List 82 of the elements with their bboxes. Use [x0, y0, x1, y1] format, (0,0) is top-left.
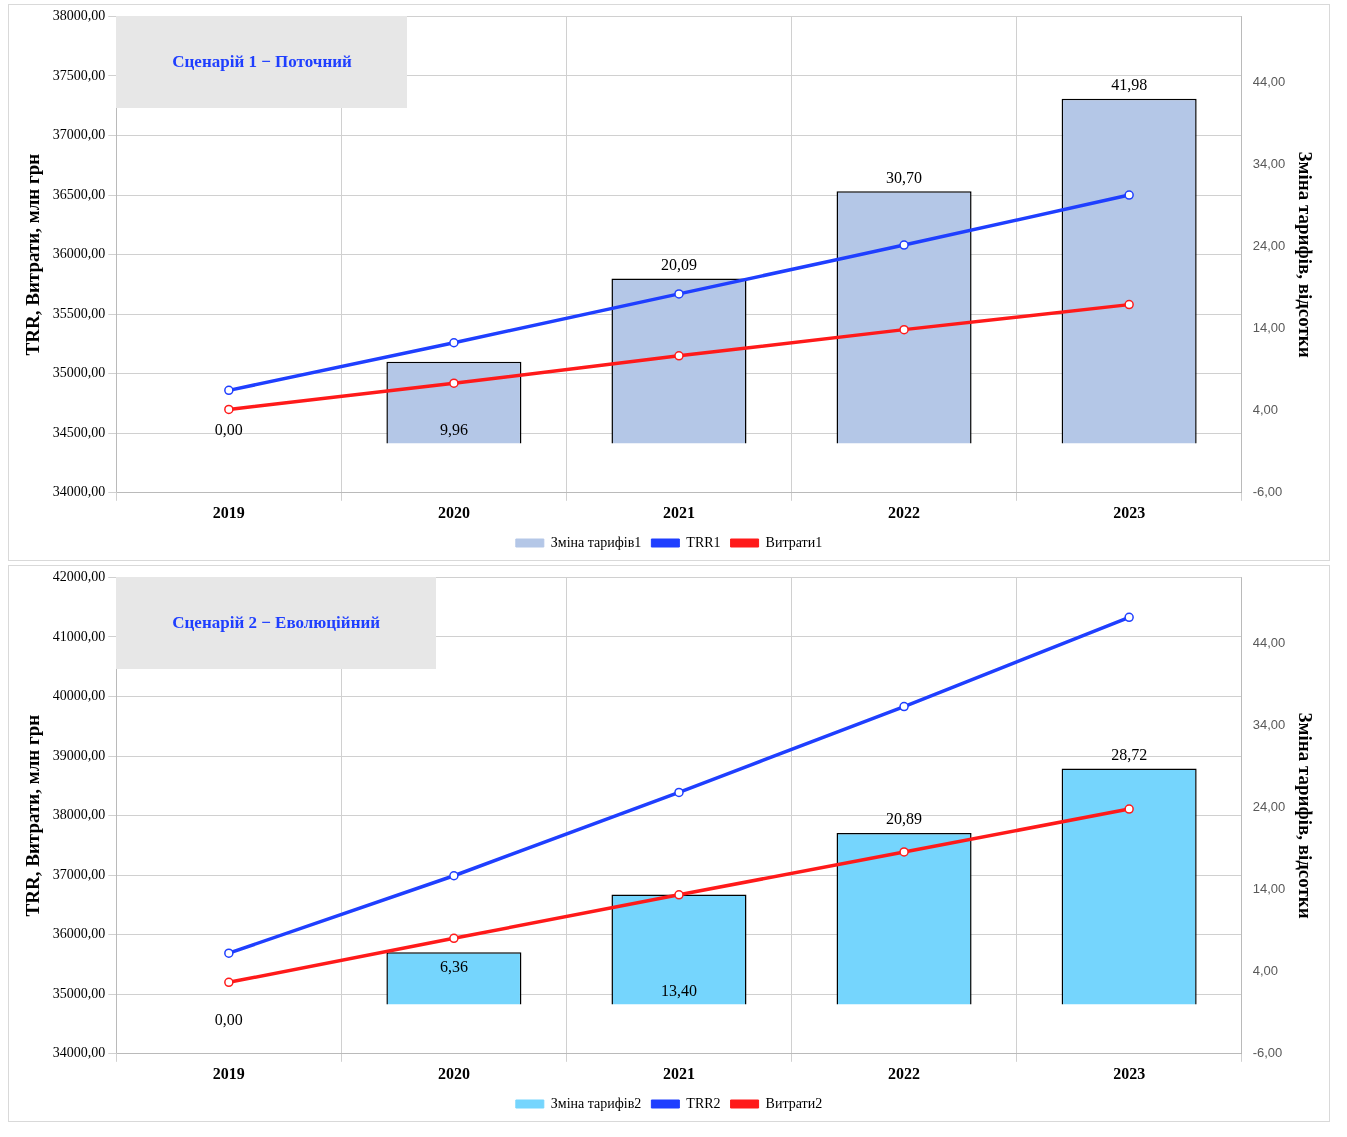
y2-tick-label: 14,00: [1252, 881, 1286, 897]
x-tick-label: 2019: [212, 503, 245, 521]
point: [224, 404, 234, 415]
data-label: 0,00: [214, 1010, 243, 1028]
y-tick-label: 37000,00: [52, 866, 106, 882]
point: [899, 847, 909, 857]
y-tick-label: 38000,00: [52, 8, 106, 24]
y-tick-label: 34000,00: [52, 484, 106, 500]
point: [674, 351, 684, 361]
point: [449, 337, 459, 348]
y-tick-label: 35000,00: [52, 365, 106, 381]
y2-tick-label: 34,00: [1252, 155, 1286, 171]
y2-tick-label: 4,00: [1252, 402, 1278, 418]
point: [1124, 612, 1134, 623]
x-tick-label: 2023: [1113, 1064, 1146, 1082]
y-tick-label: 37000,00: [52, 127, 106, 143]
legend-label: TRR2: [686, 1095, 721, 1111]
point: [224, 977, 234, 988]
y-tick-label: 39000,00: [52, 747, 106, 763]
y-axis-title: TRR, Витрати, млн грн: [22, 153, 44, 356]
data-label: 6,36: [439, 958, 468, 976]
data-label: 9,96: [439, 420, 468, 438]
text: Сценарій 2 − Еволюційний: [171, 612, 382, 635]
legend-label: TRR1: [686, 534, 721, 550]
y2-axis-title: Зміна тарифів, відсотки: [1294, 151, 1316, 358]
y-tick-label: 41000,00: [52, 628, 106, 644]
point: [224, 385, 234, 396]
point: [899, 701, 909, 712]
data-label: 28,72: [1111, 745, 1148, 763]
y-tick-label: 37500,00: [52, 67, 106, 83]
x-tick-label: 2020: [437, 1064, 470, 1082]
y2-tick-label: 14,00: [1252, 320, 1286, 336]
data-label: 20,89: [886, 810, 923, 828]
data-label: 20,09: [660, 255, 697, 273]
y-tick-label: 38000,00: [52, 807, 106, 823]
x-tick-label: 2022: [888, 1064, 921, 1082]
point: [1124, 299, 1134, 310]
point: [449, 933, 459, 944]
point: [674, 289, 684, 299]
data-label: 41,98: [1111, 75, 1148, 93]
point: [899, 240, 909, 250]
x-tick-label: 2019: [212, 1064, 245, 1082]
point: [1124, 190, 1134, 200]
legend-label: Зміна тарифів1: [550, 534, 642, 550]
data-label: 13,40: [660, 981, 697, 999]
x-tick-label: 2021: [662, 1064, 695, 1082]
y-tick-label: 42000,00: [52, 569, 106, 585]
y-axis-title: TRR, Витрати, млн грн: [22, 714, 44, 917]
y-tick-label: 34000,00: [52, 1045, 106, 1061]
y2-tick-label: 4,00: [1252, 963, 1278, 979]
point: [1124, 804, 1134, 814]
y2-tick-label: 44,00: [1252, 634, 1286, 650]
y-tick-label: 35500,00: [52, 305, 106, 321]
y-tick-label: 34500,00: [52, 424, 106, 440]
y2-tick-label: 24,00: [1252, 237, 1286, 253]
y-tick-label: 36000,00: [52, 926, 106, 942]
legend-label: Витрати2: [765, 1095, 823, 1111]
y2-axis-title: Зміна тарифів, відсотки: [1294, 712, 1316, 919]
point: [224, 948, 234, 958]
point: [449, 871, 459, 881]
x-tick-label: 2023: [1113, 503, 1146, 521]
point: [674, 890, 684, 900]
point: [899, 324, 909, 335]
y2-tick-label: 34,00: [1252, 716, 1286, 732]
x-tick-label: 2020: [437, 503, 470, 521]
y-tick-label: 36000,00: [52, 246, 106, 262]
y-tick-label: 40000,00: [52, 688, 106, 704]
y2-tick-label: 24,00: [1252, 798, 1286, 814]
x-tick-label: 2022: [888, 503, 921, 521]
legend-label: Зміна тарифів2: [550, 1095, 642, 1111]
x-tick-label: 2021: [662, 503, 695, 521]
legend-label: Витрати1: [765, 534, 823, 550]
text: Сценарій 1 − Поточний: [171, 51, 353, 74]
y2-tick-label: -6,00: [1252, 1045, 1283, 1061]
y2-tick-label: -6,00: [1252, 484, 1283, 500]
y-tick-label: 35000,00: [52, 985, 106, 1001]
point: [674, 787, 684, 798]
y2-tick-label: 44,00: [1252, 73, 1286, 89]
data-label: 0,00: [214, 420, 243, 438]
data-label: 30,70: [886, 168, 923, 186]
y-tick-label: 36500,00: [52, 186, 106, 202]
point: [449, 378, 459, 388]
